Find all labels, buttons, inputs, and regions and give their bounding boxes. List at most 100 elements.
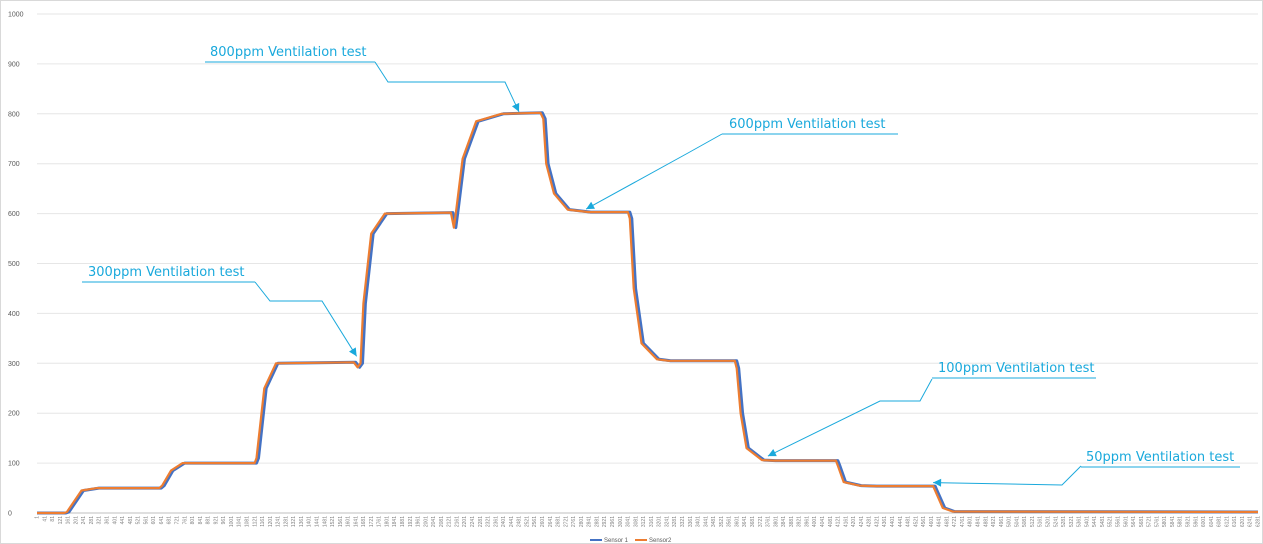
- y-tick-label: 300: [8, 361, 20, 368]
- x-tick-label: 2921: [602, 516, 608, 527]
- x-tick-label: 5241: [1053, 516, 1059, 527]
- x-tick-label: 6241: [1248, 516, 1254, 527]
- annotation-leader: [767, 378, 933, 457]
- x-tick-label: 1201: [268, 516, 274, 527]
- x-tick-label: 5801: [1162, 516, 1168, 527]
- x-tick-label: 6001: [1201, 516, 1207, 527]
- x-tick-label: 1241: [276, 516, 282, 527]
- x-tick-label: 3481: [711, 516, 717, 527]
- x-tick-label: 3321: [680, 516, 686, 527]
- x-tick-label: 4921: [991, 516, 997, 527]
- x-tick-label: 1841: [392, 516, 398, 527]
- annotation-label: 50ppm Ventilation test: [1086, 450, 1234, 465]
- x-tick-label: 4161: [843, 516, 849, 527]
- x-tick-label: 3681: [750, 516, 756, 527]
- x-tick-label: 6121: [1224, 516, 1230, 527]
- annotation-arrowhead: [586, 201, 595, 210]
- x-tick-label: 601: [151, 516, 157, 525]
- x-tick-label: 5561: [1116, 516, 1122, 527]
- legend-label-1: Sensor 1: [604, 538, 629, 544]
- x-tick-label: 2841: [587, 516, 593, 527]
- y-tick-label: 200: [8, 411, 20, 418]
- x-tick-label: 2281: [478, 516, 484, 527]
- annotation-label: 800ppm Ventilation test: [210, 45, 367, 60]
- x-tick-label: 5081: [1022, 516, 1028, 527]
- x-tick-label: 1041: [237, 516, 243, 527]
- x-tick-label: 2721: [563, 516, 569, 527]
- x-tick-label: 3161: [649, 516, 655, 527]
- x-tick-label: 1321: [291, 516, 297, 527]
- x-tick-label: 121: [58, 516, 64, 525]
- x-tick-label: 2601: [540, 516, 546, 527]
- x-tick-label: 2561: [532, 516, 538, 527]
- x-tick-label: 2121: [447, 516, 453, 527]
- annotation-arrowhead: [349, 347, 357, 357]
- y-tick-label: 0: [8, 511, 12, 518]
- legend: Sensor 1 Sensor2: [590, 538, 672, 544]
- x-tick-label: 3401: [696, 516, 702, 527]
- x-tick-label: 6201: [1240, 516, 1246, 527]
- x-tick-label: 641: [159, 516, 165, 525]
- annotation-label: 600ppm Ventilation test: [729, 117, 886, 132]
- x-tick-label: 1521: [330, 516, 336, 527]
- x-tick-label: 3361: [688, 516, 694, 527]
- x-tick-label: 281: [89, 516, 95, 525]
- x-tick-label: 4801: [968, 516, 974, 527]
- x-tick-label: 81: [50, 516, 56, 522]
- x-tick-label: 3601: [734, 516, 740, 527]
- x-tick-label: 2481: [517, 516, 523, 527]
- x-tick-label: 4281: [867, 516, 873, 527]
- x-tick-label: 5321: [1069, 516, 1075, 527]
- x-tick-label: 4521: [913, 516, 919, 527]
- x-tick-label: 721: [174, 516, 180, 525]
- x-tick-label: 1721: [369, 516, 375, 527]
- x-tick-label: 3441: [703, 516, 709, 527]
- x-tick-label: 3841: [781, 516, 787, 527]
- x-tick-label: 1361: [299, 516, 305, 527]
- x-tick-label: 2761: [571, 516, 577, 527]
- x-tick-label: 441: [120, 516, 126, 525]
- x-tick-label: 1281: [283, 516, 289, 527]
- x-tick-label: 5761: [1154, 516, 1160, 527]
- x-tick-label: 1561: [338, 516, 344, 527]
- annotations: 800ppm Ventilation test 600ppm Ventilatio…: [82, 45, 1240, 487]
- legend-label-2: Sensor2: [649, 538, 672, 544]
- x-tick-label: 5641: [1131, 516, 1137, 527]
- x-tick-label: 1961: [416, 516, 422, 527]
- x-tick-label: 4881: [983, 516, 989, 527]
- series-lines: [37, 111, 1259, 515]
- x-tick-label: 5281: [1061, 516, 1067, 527]
- annotation-leader: [254, 281, 358, 357]
- x-tick-label: 481: [128, 516, 134, 525]
- x-tick-label: 4561: [921, 516, 927, 527]
- x-tick-label: 561: [143, 516, 149, 525]
- annotation-arrowhead: [767, 448, 777, 457]
- y-tick-label: 600: [8, 211, 20, 218]
- x-tick-label: 5441: [1092, 516, 1098, 527]
- x-tick-label: 161: [66, 516, 72, 525]
- x-tick-label: 841: [198, 516, 204, 525]
- x-tick-label: 2241: [470, 516, 476, 527]
- x-tick-label: 2641: [548, 516, 554, 527]
- x-tick-label: 5961: [1193, 516, 1199, 527]
- x-tick-label: 1161: [260, 516, 266, 527]
- annotation-leader: [933, 465, 1082, 486]
- y-tick-label: 500: [8, 261, 20, 268]
- x-axis: 1 41 81 121 161 201 241 281 321 361 401 441 481 521 56…: [35, 516, 1262, 527]
- x-tick-label: 2801: [579, 516, 585, 527]
- annotation-arrowhead: [933, 478, 942, 487]
- x-tick-label: 3641: [742, 516, 748, 527]
- x-tick-label: 41: [42, 516, 48, 522]
- x-tick-label: 3961: [804, 516, 810, 527]
- x-tick-label: 4721: [952, 516, 958, 527]
- x-tick-label: 3521: [719, 516, 725, 527]
- x-tick-label: 3121: [641, 516, 647, 527]
- x-tick-label: 3281: [672, 516, 678, 527]
- x-tick-label: 5721: [1147, 516, 1153, 527]
- annotation-leader: [374, 61, 520, 113]
- x-tick-label: 2441: [509, 516, 515, 527]
- x-tick-label: 4601: [929, 516, 935, 527]
- x-tick-label: 2681: [556, 516, 562, 527]
- x-tick-label: 881: [206, 516, 212, 525]
